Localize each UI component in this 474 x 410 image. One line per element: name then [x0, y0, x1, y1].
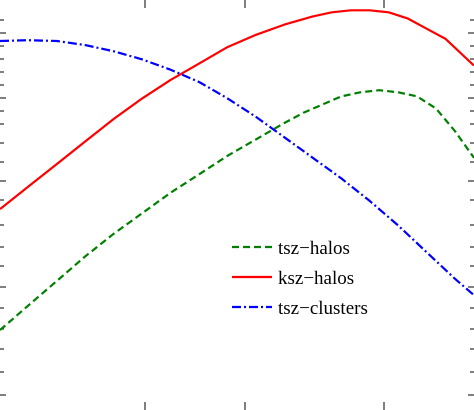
series-line-ksz-halos: [0, 9, 474, 210]
legend: tsz−halos ksz−halos tsz−clusters: [232, 238, 368, 319]
legend-label-ksz-halos: ksz−halos: [278, 268, 354, 289]
series-lines: [0, 9, 474, 331]
legend-label-tsz-halos: tsz−halos: [278, 238, 350, 259]
series-line-tsz-halos: [0, 89, 474, 331]
series-line-tsz-clusters: [0, 39, 474, 297]
legend-label-tsz-clusters: tsz−clusters: [278, 298, 368, 319]
